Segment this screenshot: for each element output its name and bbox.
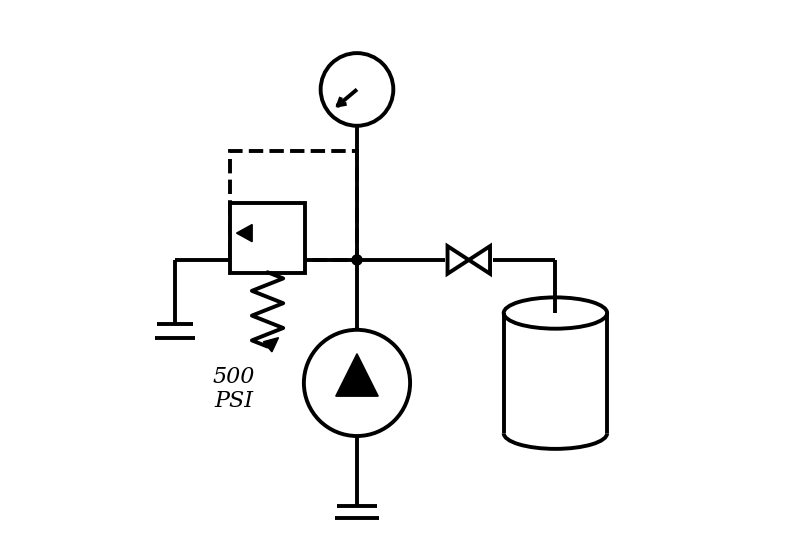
Bar [230, 203, 305, 273]
Polygon shape [236, 225, 252, 241]
Bar [230, 151, 357, 260]
Polygon shape [336, 354, 379, 396]
Circle shape [352, 255, 362, 265]
Polygon shape [264, 338, 278, 352]
Text: 500
PSI: 500 PSI [213, 366, 255, 412]
